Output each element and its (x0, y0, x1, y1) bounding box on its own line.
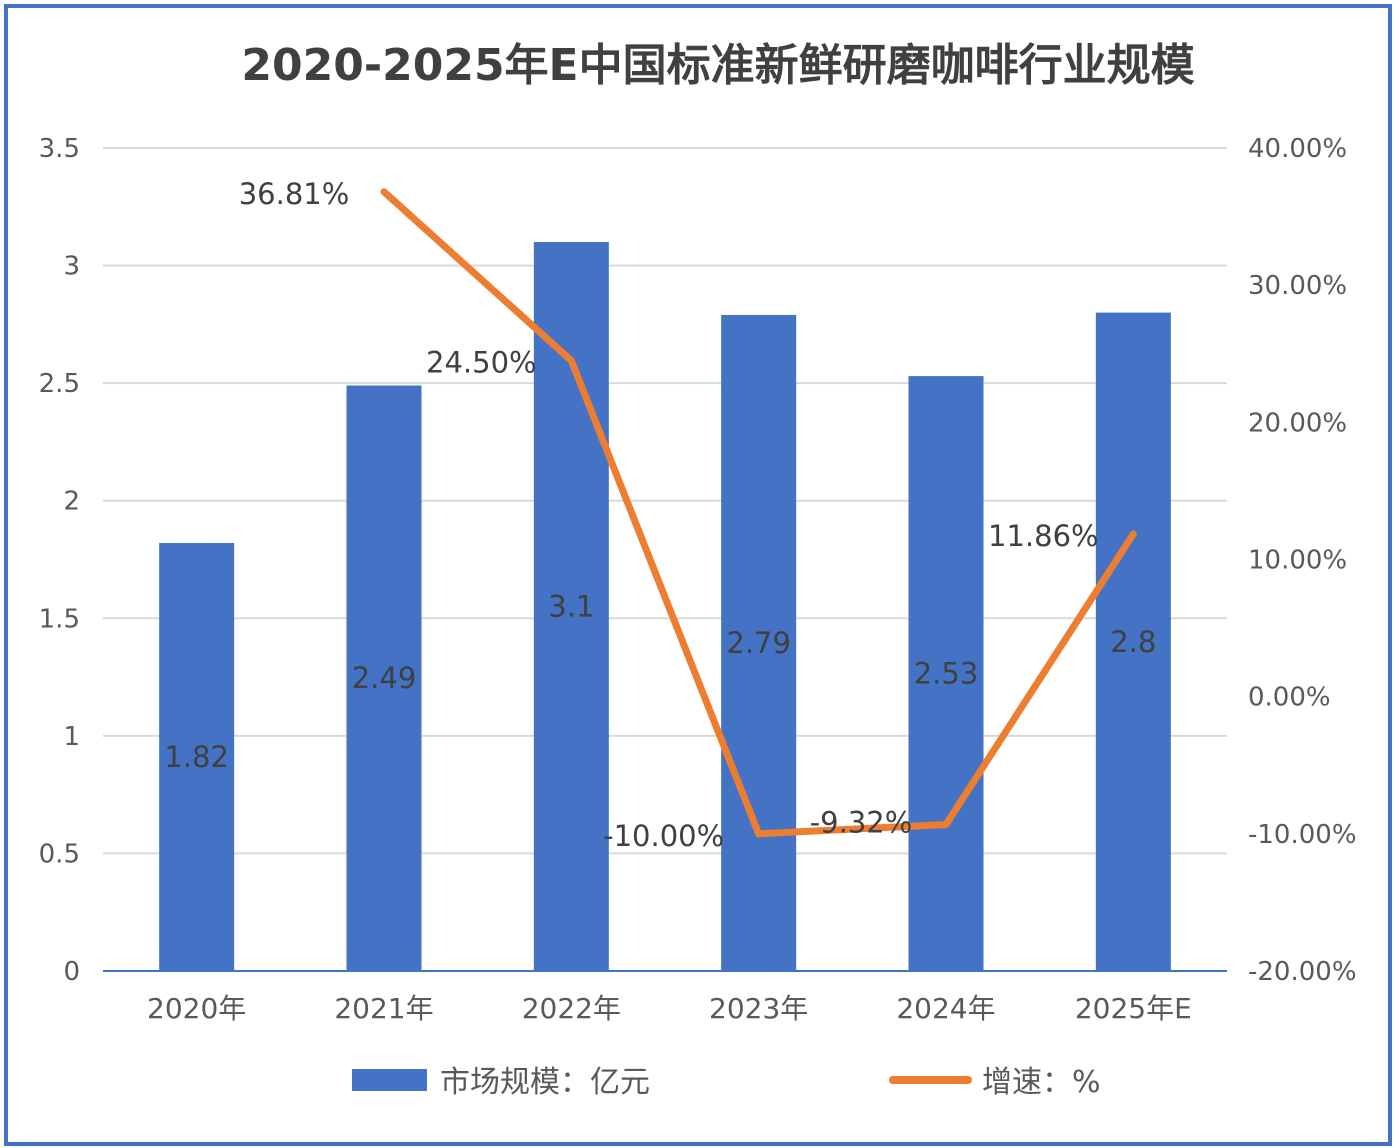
left-tick-label: 0.5 (39, 839, 80, 869)
right-tick-label: 40.00% (1248, 134, 1347, 164)
bar (908, 376, 984, 971)
left-tick-label: 0 (63, 957, 80, 987)
left-tick-label: 2 (63, 487, 80, 517)
line-data-label: 36.81% (239, 177, 350, 211)
left-tick-label: 1 (63, 722, 80, 752)
x-tick-label: 2024年 (896, 992, 995, 1025)
bar (159, 543, 235, 971)
line-data-label: -9.32% (810, 806, 913, 840)
bar-data-label: 2.79 (726, 626, 791, 660)
bar (721, 314, 797, 971)
x-tick-label: 2020年 (147, 992, 246, 1025)
line-data-label: 11.86% (988, 519, 1099, 553)
right-tick-label: 30.00% (1248, 271, 1347, 301)
bar-data-label: 2.8 (1110, 625, 1156, 659)
line-data-label: 24.50% (426, 346, 537, 380)
right-tick-label: 10.00% (1248, 546, 1347, 576)
left-tick-label: 3.5 (39, 134, 80, 164)
bar-data-label: 2.53 (914, 657, 979, 691)
legend-bar-swatch (352, 1069, 427, 1091)
bar (346, 385, 422, 972)
bar-data-label: 3.1 (548, 590, 594, 624)
right-tick-label: -10.00% (1248, 820, 1357, 850)
left-tick-label: 1.5 (39, 604, 80, 634)
x-tick-label: 2022年 (522, 992, 621, 1025)
bar (1095, 312, 1171, 972)
bar-data-label: 2.49 (352, 661, 417, 695)
bar-data-label: 1.82 (164, 740, 229, 774)
left-tick-label: 2.5 (39, 369, 80, 399)
chart-title: 2020-2025年E中国标准新鲜研磨咖啡行业规模 (241, 40, 1194, 91)
right-tick-label: 0.00% (1248, 683, 1331, 713)
x-tick-label: 2025年E (1075, 992, 1192, 1025)
right-tick-label: -20.00% (1248, 957, 1357, 987)
x-tick-label: 2021年 (334, 992, 433, 1025)
line-data-label: -10.00% (603, 819, 724, 853)
legend-line-label: 增速：% (982, 1065, 1101, 1100)
right-tick-label: 20.00% (1248, 408, 1347, 438)
left-tick-label: 3 (63, 252, 80, 282)
legend-bar-label: 市场规模：亿元 (440, 1065, 650, 1100)
x-tick-label: 2023年 (709, 992, 808, 1025)
